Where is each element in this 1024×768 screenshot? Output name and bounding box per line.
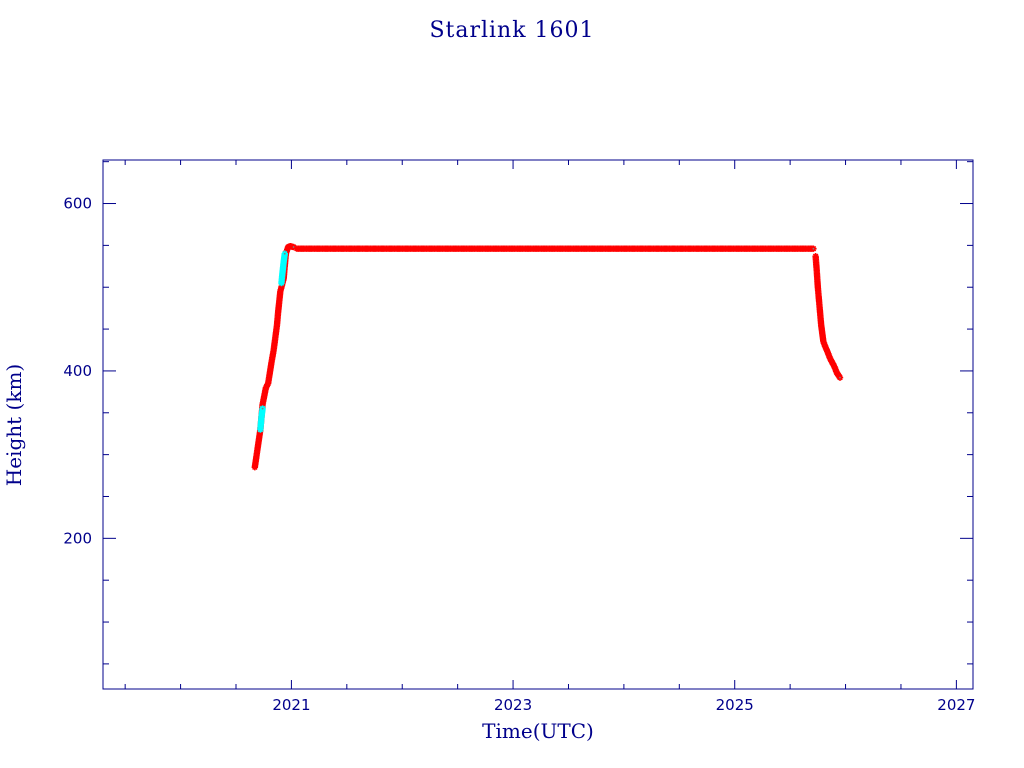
plot-frame xyxy=(102,159,974,690)
data-point-core xyxy=(839,376,841,379)
y-axis-label: Height (km) xyxy=(2,364,26,486)
x-tick-label: 2021 xyxy=(272,696,310,714)
data-point-core xyxy=(261,407,264,410)
series-0 xyxy=(251,243,844,471)
data-marks xyxy=(251,243,844,471)
chart-title: Starlink 1601 xyxy=(429,18,594,43)
x-axis-label: Time(UTC) xyxy=(482,719,594,743)
y-tick-label: 600 xyxy=(63,195,92,213)
series-1 xyxy=(257,250,288,433)
axis-ticks xyxy=(103,160,973,689)
tick-labels: 2021 2023 2025 2027 200 400 600 xyxy=(63,195,975,714)
x-tick-label: 2027 xyxy=(937,696,975,714)
data-point-core xyxy=(292,246,295,248)
data-point-core xyxy=(812,247,815,250)
x-tick-label: 2025 xyxy=(716,696,754,714)
x-tick-label: 2023 xyxy=(494,696,532,714)
data-point-core xyxy=(283,252,286,255)
y-tick-label: 200 xyxy=(63,529,92,547)
y-tick-label: 400 xyxy=(63,362,92,380)
